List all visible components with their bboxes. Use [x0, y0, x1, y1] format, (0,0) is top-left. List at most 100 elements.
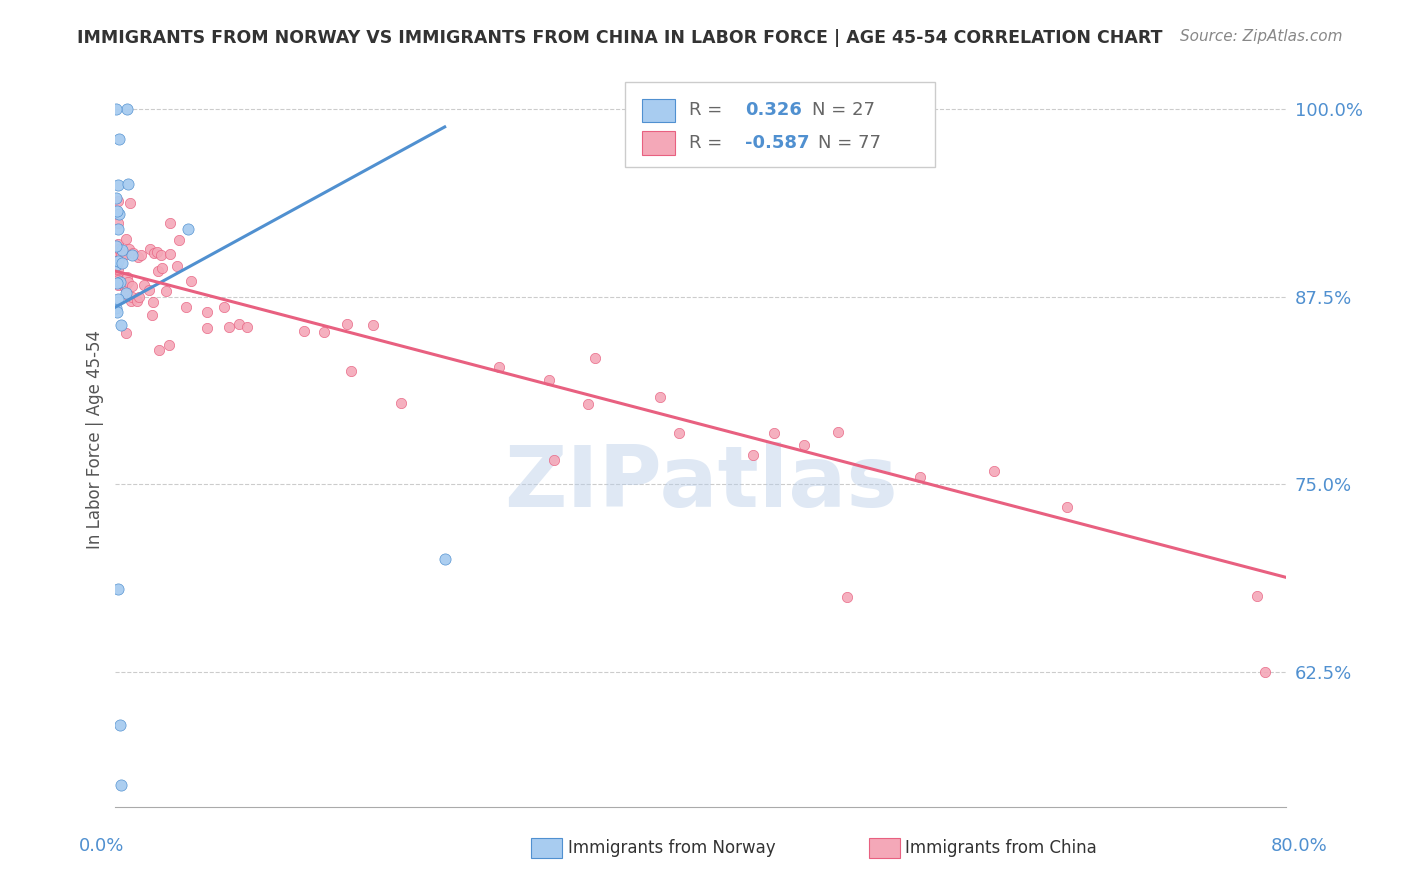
- Point: [166, 260, 188, 274]
- Point: [121, 248, 143, 262]
- Point: [107, 194, 129, 208]
- Point: [114, 278, 136, 293]
- Point: [110, 249, 132, 263]
- Point: [141, 309, 163, 323]
- Point: [131, 248, 153, 262]
- Point: [107, 253, 129, 268]
- Point: [236, 320, 259, 334]
- Point: [114, 326, 136, 340]
- Point: [107, 582, 129, 597]
- Text: N = 77: N = 77: [818, 134, 882, 152]
- Point: [433, 552, 456, 566]
- Point: [149, 248, 172, 262]
- Point: [120, 294, 142, 309]
- Point: [107, 216, 129, 230]
- Point: [1056, 500, 1078, 515]
- Point: [114, 287, 136, 301]
- Point: [180, 274, 202, 288]
- Point: [117, 177, 139, 191]
- Point: [389, 396, 412, 410]
- Point: [114, 279, 136, 293]
- Point: [177, 222, 200, 236]
- Point: [105, 239, 128, 253]
- Point: [134, 277, 156, 292]
- Point: [111, 244, 134, 258]
- Point: [159, 338, 181, 352]
- Point: [1246, 590, 1268, 604]
- Point: [228, 317, 250, 331]
- Point: [118, 195, 141, 210]
- Point: [107, 245, 129, 260]
- Point: [105, 191, 128, 205]
- Point: [214, 300, 236, 314]
- Point: [105, 102, 128, 116]
- Point: [115, 285, 138, 300]
- Text: Immigrants from China: Immigrants from China: [905, 839, 1097, 857]
- Y-axis label: In Labor Force | Age 45-54: In Labor Force | Age 45-54: [86, 330, 104, 549]
- Point: [115, 232, 138, 246]
- Point: [314, 325, 336, 339]
- Point: [105, 277, 128, 291]
- Point: [107, 293, 129, 307]
- Point: [115, 247, 138, 261]
- Point: [910, 469, 932, 483]
- Point: [983, 464, 1005, 478]
- Text: 0.326: 0.326: [745, 102, 803, 120]
- Point: [148, 343, 170, 358]
- Text: IMMIGRANTS FROM NORWAY VS IMMIGRANTS FROM CHINA IN LABOR FORCE | AGE 45-54 CORRE: IMMIGRANTS FROM NORWAY VS IMMIGRANTS FRO…: [77, 29, 1163, 46]
- Point: [105, 203, 128, 218]
- Point: [793, 438, 815, 452]
- Point: [117, 276, 139, 290]
- Text: R =: R =: [689, 102, 728, 120]
- Point: [142, 295, 165, 310]
- Point: [107, 221, 129, 235]
- Point: [105, 258, 128, 272]
- Point: [138, 283, 160, 297]
- Point: [107, 207, 129, 221]
- Text: ZIPatlas: ZIPatlas: [503, 442, 898, 525]
- Text: Immigrants from Norway: Immigrants from Norway: [568, 839, 776, 857]
- Point: [107, 268, 129, 282]
- Point: [143, 246, 166, 260]
- Point: [576, 397, 599, 411]
- Point: [195, 321, 218, 335]
- Point: [335, 317, 357, 331]
- Point: [537, 373, 560, 387]
- Point: [138, 242, 160, 256]
- Point: [668, 426, 690, 441]
- Point: [110, 275, 132, 289]
- Point: [742, 448, 765, 462]
- Point: [146, 245, 169, 260]
- Point: [105, 301, 128, 315]
- Text: Source: ZipAtlas.com: Source: ZipAtlas.com: [1180, 29, 1343, 44]
- Point: [115, 269, 138, 284]
- Point: [583, 351, 606, 366]
- Point: [159, 217, 181, 231]
- Point: [167, 233, 190, 247]
- Point: [128, 290, 150, 304]
- Point: [488, 360, 510, 375]
- Point: [105, 305, 128, 319]
- Point: [543, 453, 565, 467]
- Point: [762, 425, 785, 440]
- Point: [127, 250, 149, 264]
- Point: [127, 293, 149, 308]
- Point: [107, 262, 129, 277]
- Point: [110, 318, 132, 333]
- Point: [115, 102, 138, 116]
- Point: [648, 390, 671, 404]
- Point: [107, 277, 129, 292]
- Point: [107, 271, 129, 285]
- Point: [108, 242, 131, 256]
- Point: [150, 260, 173, 275]
- Point: [107, 273, 129, 287]
- Text: 0.0%: 0.0%: [79, 837, 124, 855]
- Point: [107, 236, 129, 251]
- Point: [146, 264, 169, 278]
- Point: [195, 305, 218, 319]
- Point: [1253, 665, 1275, 679]
- Point: [121, 289, 143, 303]
- Point: [292, 324, 315, 338]
- Point: [110, 778, 132, 792]
- Point: [108, 717, 131, 731]
